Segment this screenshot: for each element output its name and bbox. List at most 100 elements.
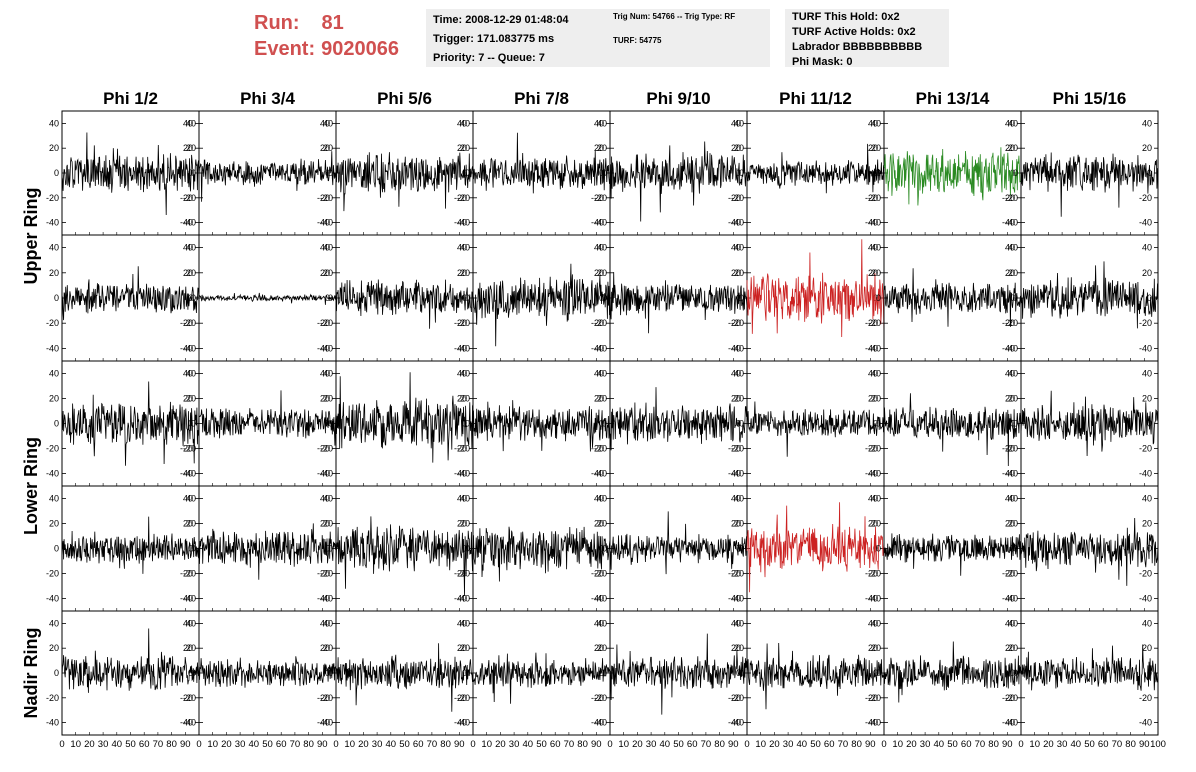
x-tick-label: 90 — [454, 739, 465, 750]
y-tick-label: 40 — [868, 243, 878, 253]
waveform-trace — [746, 143, 885, 194]
x-tick-label: 30 — [1057, 739, 1068, 750]
y-tick-label: 20 — [1005, 643, 1015, 653]
y-tick-label: 20 — [1008, 643, 1018, 653]
y-tick-label: 20 — [457, 268, 467, 278]
y-tick-label: -20 — [591, 569, 604, 579]
y-tick-label: 40 — [1142, 243, 1152, 253]
y-tick-label: -20 — [46, 444, 59, 454]
y-tick-label: -20 — [865, 318, 878, 328]
y-tick-label: -40 — [320, 343, 333, 353]
x-tick-label: 20 — [495, 739, 506, 750]
y-tick-label: -40 — [865, 218, 878, 228]
waveform-trace — [1020, 644, 1159, 691]
y-tick-label: 40 — [1005, 369, 1015, 379]
y-tick-label: -20 — [183, 193, 196, 203]
waveform-trace — [61, 628, 200, 693]
y-tick-label: 0 — [1013, 668, 1018, 678]
y-tick-label: 0 — [462, 544, 467, 554]
x-tick-label: 60 — [276, 739, 287, 750]
y-tick-label: 20 — [186, 643, 196, 653]
y-tick-label: -20 — [731, 444, 744, 454]
waveform-trace — [746, 502, 885, 593]
y-tick-label: 40 — [186, 618, 196, 628]
x-tick-label: 50 — [673, 739, 684, 750]
y-tick-label: -20 — [868, 444, 881, 454]
y-tick-label: -20 — [1002, 193, 1015, 203]
x-tick-label: 90 — [591, 739, 602, 750]
x-tick-label: 40 — [523, 739, 534, 750]
waveform-trace — [61, 516, 200, 574]
y-tick-label: 20 — [1005, 143, 1015, 153]
y-tick-label: -20 — [1139, 693, 1152, 703]
y-tick-label: 20 — [323, 143, 333, 153]
y-tick-label: -40 — [1139, 469, 1152, 479]
ring-label: Upper Ring — [21, 188, 41, 285]
y-tick-label: -40 — [183, 343, 196, 353]
y-tick-label: -20 — [1139, 193, 1152, 203]
x-tick-label: 30 — [920, 739, 931, 750]
y-tick-label: 20 — [320, 643, 330, 653]
y-tick-label: -20 — [1005, 569, 1018, 579]
y-tick-label: 0 — [54, 668, 59, 678]
y-tick-label: 40 — [460, 369, 470, 379]
y-tick-label: 0 — [328, 168, 333, 178]
y-tick-label: 20 — [49, 268, 59, 278]
y-tick-label: 40 — [1142, 494, 1152, 504]
y-tick-label: -40 — [183, 469, 196, 479]
y-tick-label: 20 — [457, 143, 467, 153]
y-tick-label: 20 — [183, 143, 193, 153]
x-tick-label: 40 — [386, 739, 397, 750]
panel-frame — [198, 360, 337, 487]
y-tick-label: 40 — [49, 618, 59, 628]
y-tick-label: 40 — [183, 369, 193, 379]
y-tick-label: -20 — [454, 318, 467, 328]
y-tick-label: 20 — [868, 394, 878, 404]
waveform-trace — [746, 239, 885, 338]
y-tick-label: 20 — [868, 268, 878, 278]
y-tick-label: 40 — [183, 618, 193, 628]
y-tick-label: 40 — [186, 118, 196, 128]
y-tick-label: -20 — [320, 569, 333, 579]
y-tick-label: 40 — [49, 243, 59, 253]
x-tick-label: 50 — [262, 739, 273, 750]
y-tick-label: 40 — [49, 494, 59, 504]
y-tick-label: -40 — [868, 594, 881, 604]
y-tick-label: 20 — [183, 394, 193, 404]
y-tick-label: -20 — [180, 318, 193, 328]
y-tick-label: 20 — [49, 394, 59, 404]
x-tick-label: 20 — [632, 739, 643, 750]
y-tick-label: 20 — [597, 268, 607, 278]
x-tick-label: 90 — [865, 739, 876, 750]
y-tick-label: 40 — [320, 618, 330, 628]
y-tick-label: 0 — [602, 293, 607, 303]
y-tick-label: -20 — [180, 193, 193, 203]
y-tick-label: -20 — [46, 193, 59, 203]
y-tick-label: 40 — [871, 618, 881, 628]
y-tick-label: 20 — [1142, 643, 1152, 653]
priority-text: Priority: 7 -- Queue: 7 — [433, 52, 545, 64]
y-tick-label: 40 — [868, 369, 878, 379]
y-tick-label: -20 — [731, 318, 744, 328]
y-tick-label: 0 — [876, 668, 881, 678]
y-tick-label: 20 — [731, 643, 741, 653]
y-tick-label: -40 — [865, 718, 878, 728]
y-tick-label: 0 — [602, 668, 607, 678]
waveform-trace — [1020, 152, 1159, 217]
y-tick-label: 0 — [876, 168, 881, 178]
y-tick-label: -40 — [180, 594, 193, 604]
y-tick-label: 0 — [191, 293, 196, 303]
y-tick-label: 20 — [1005, 519, 1015, 529]
y-tick-label: -40 — [183, 594, 196, 604]
y-tick-label: 0 — [328, 293, 333, 303]
y-tick-label: 40 — [871, 369, 881, 379]
y-tick-label: -40 — [731, 469, 744, 479]
y-tick-label: 20 — [457, 643, 467, 653]
y-tick-label: 40 — [1008, 243, 1018, 253]
y-tick-label: 20 — [594, 268, 604, 278]
y-tick-label: -20 — [320, 193, 333, 203]
waveform-trace — [1020, 517, 1159, 586]
x-tick-label: 60 — [139, 739, 150, 750]
waveform-trace — [472, 132, 611, 194]
waveform-trace — [61, 132, 200, 216]
